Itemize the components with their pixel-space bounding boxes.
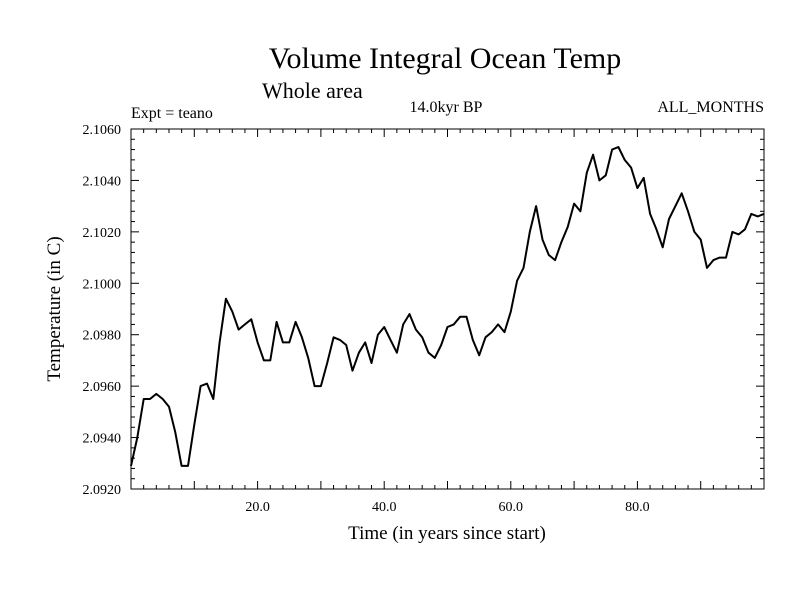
x-tick-labels: 20.0 40.0 60.0 80.0	[245, 500, 649, 515]
axis-ticks	[131, 129, 764, 489]
x-tick-label: 20.0	[245, 500, 270, 515]
months-label: ALL_MONTHS	[657, 99, 764, 116]
plot-frame	[130, 128, 765, 490]
y-tick-label: 2.1060	[83, 123, 122, 138]
y-tick-labels: 2.0920 2.0940 2.0960 2.0980 2.1000 2.1020 2.10…	[83, 123, 122, 498]
y-tick-label: 2.1020	[83, 226, 122, 241]
y-tick-label: 2.1000	[83, 277, 122, 292]
x-tick-label: 40.0	[372, 500, 397, 515]
y-tick-label: 2.0920	[83, 483, 122, 498]
y-tick-label: 2.1040	[83, 174, 122, 189]
x-tick-label: 80.0	[625, 500, 650, 515]
temperature-series-line	[130, 146, 765, 467]
y-axis-label: Temperature (in C)	[44, 236, 65, 381]
y-tick-label: 2.0960	[83, 380, 122, 395]
y-tick-label: 2.0980	[83, 329, 122, 344]
x-axis-label: Time (in years since start)	[348, 523, 546, 544]
chart-title: Volume Integral Ocean Temp	[269, 42, 622, 75]
period-label: 14.0kyr BP	[410, 99, 483, 116]
chart-subtitle: Whole area	[262, 78, 363, 103]
x-tick-label: 60.0	[499, 500, 524, 515]
y-tick-label: 2.0940	[83, 432, 122, 447]
experiment-label: Expt = teano	[131, 105, 213, 122]
